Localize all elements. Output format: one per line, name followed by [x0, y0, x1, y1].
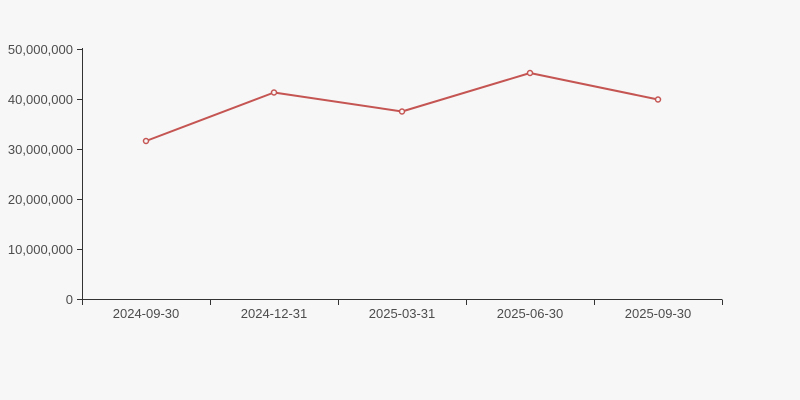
y-axis-tick-label: 50,000,000: [8, 42, 73, 57]
x-axis-tick-label: 2024-12-31: [241, 306, 308, 321]
y-axis-tick-label: 0: [66, 292, 73, 307]
x-axis-tick-label: 2025-09-30: [625, 306, 692, 321]
data-point-marker: [654, 96, 662, 103]
data-point-marker: [270, 89, 278, 96]
y-axis-tick-label: 20,000,000: [8, 192, 73, 207]
x-axis-tick-label: 2025-06-30: [497, 306, 564, 321]
data-point-marker: [526, 69, 534, 77]
x-axis-tick-label: 2024-09-30: [113, 306, 180, 321]
data-point-marker: [398, 108, 406, 115]
y-axis-tick-label: 30,000,000: [8, 142, 73, 157]
x-axis-tick-label: 2025-03-31: [369, 306, 436, 321]
y-axis-tick-label: 10,000,000: [8, 242, 73, 257]
y-axis-tick-label: 40,000,000: [8, 92, 73, 107]
data-point-marker: [142, 137, 150, 145]
